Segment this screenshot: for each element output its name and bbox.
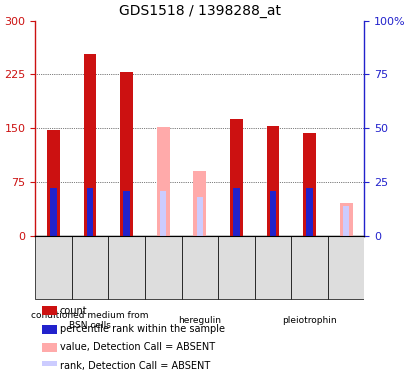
Text: agent: agent: [0, 374, 1, 375]
Bar: [42, 361, 56, 370]
Bar: [123, 190, 130, 236]
Bar: [266, 126, 279, 236]
Text: heregulin: heregulin: [178, 316, 221, 325]
FancyBboxPatch shape: [72, 236, 108, 299]
Bar: [160, 190, 166, 236]
FancyBboxPatch shape: [254, 236, 290, 299]
Bar: [47, 130, 60, 236]
FancyBboxPatch shape: [35, 236, 72, 299]
Bar: [196, 197, 202, 236]
Bar: [42, 306, 56, 315]
Bar: [342, 206, 348, 236]
Bar: [233, 188, 239, 236]
Bar: [50, 188, 56, 236]
FancyBboxPatch shape: [327, 236, 364, 299]
Bar: [83, 54, 96, 236]
Text: rank, Detection Call = ABSENT: rank, Detection Call = ABSENT: [60, 361, 209, 371]
Bar: [120, 72, 133, 236]
FancyBboxPatch shape: [35, 304, 144, 337]
Text: pleiotrophin: pleiotrophin: [281, 316, 336, 325]
FancyBboxPatch shape: [218, 236, 254, 299]
FancyBboxPatch shape: [144, 236, 181, 299]
Text: conditioned medium from
BSN cells: conditioned medium from BSN cells: [31, 311, 148, 330]
Bar: [156, 127, 169, 236]
FancyBboxPatch shape: [108, 236, 144, 299]
Text: percentile rank within the sample: percentile rank within the sample: [60, 324, 224, 334]
Bar: [42, 325, 56, 334]
Bar: [306, 188, 312, 236]
Text: value, Detection Call = ABSENT: value, Detection Call = ABSENT: [60, 342, 214, 352]
FancyBboxPatch shape: [254, 304, 364, 337]
Title: GDS1518 / 1398288_at: GDS1518 / 1398288_at: [119, 4, 280, 18]
FancyBboxPatch shape: [181, 236, 218, 299]
Bar: [339, 204, 352, 236]
Bar: [229, 119, 242, 236]
FancyBboxPatch shape: [144, 304, 254, 337]
Bar: [87, 188, 93, 236]
Bar: [302, 133, 315, 236]
Bar: [269, 190, 276, 236]
FancyBboxPatch shape: [290, 236, 327, 299]
Bar: [42, 343, 56, 352]
Bar: [193, 171, 206, 236]
Text: count: count: [60, 306, 87, 316]
